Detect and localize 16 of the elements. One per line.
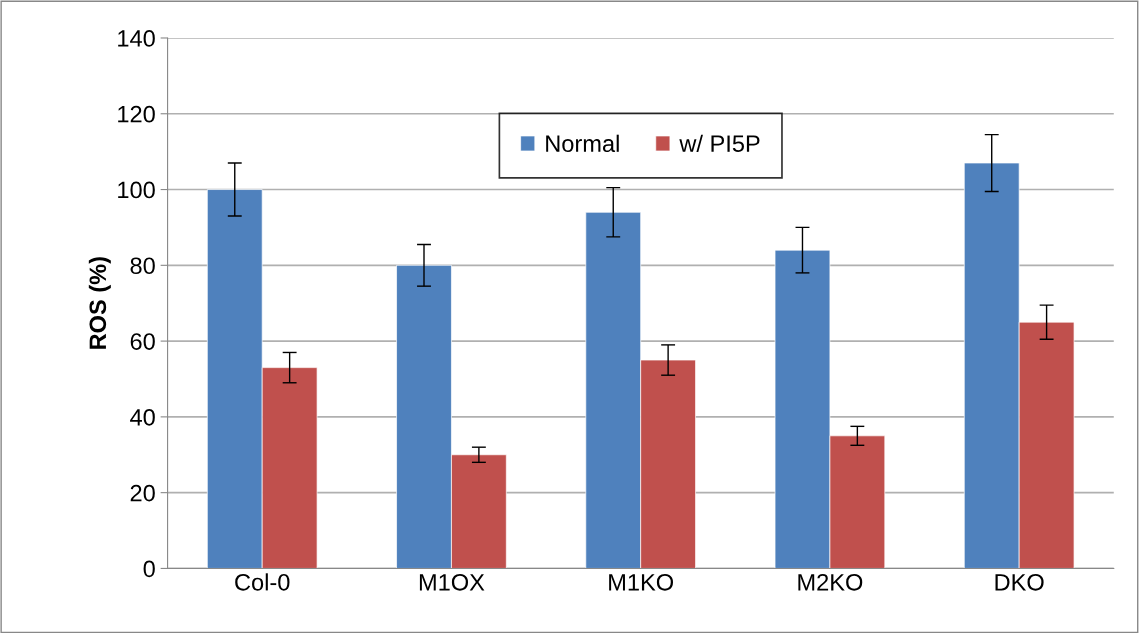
y-tick-label: 40 [130, 408, 155, 426]
legend-label: Normal [546, 134, 619, 153]
x-tick-label: Col-0 [235, 573, 290, 591]
x-tick-label: M1OX [419, 573, 485, 591]
y-tick-label: 80 [130, 257, 155, 275]
y-tick-label: 100 [118, 181, 155, 199]
y-tick-label: 60 [130, 333, 155, 350]
legend-label: w/ PI5P [679, 134, 760, 153]
y-axis-title: ROS (%) [88, 257, 111, 349]
y-tick-label: 140 [118, 30, 155, 47]
x-tick-label: DKO [995, 573, 1044, 591]
y-tick-label: 120 [118, 105, 155, 123]
x-tick-label: M2KO [798, 573, 863, 591]
x-tick-label: M1KO [609, 573, 674, 591]
y-tick-label: 20 [130, 484, 155, 502]
y-tick-label: 0 [143, 560, 155, 578]
